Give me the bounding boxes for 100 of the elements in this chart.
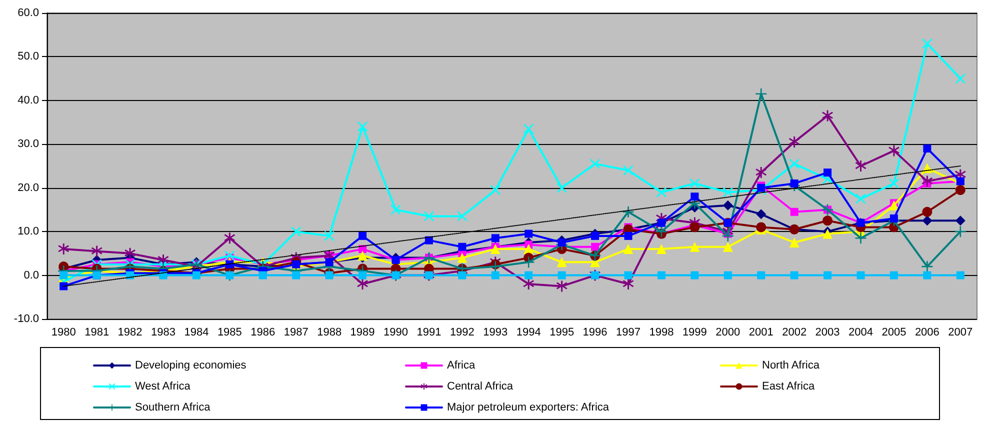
point xyxy=(457,252,468,263)
x-tick-label: 1991 xyxy=(416,326,442,338)
point xyxy=(856,271,865,280)
point xyxy=(888,145,900,156)
point xyxy=(888,178,899,188)
point xyxy=(591,232,600,240)
point xyxy=(955,74,966,84)
x-tick-label: 1996 xyxy=(582,326,608,338)
point xyxy=(523,256,534,268)
point xyxy=(724,271,732,280)
x-tick-label: 1993 xyxy=(483,326,508,338)
x-tick-label: 2002 xyxy=(782,326,807,338)
y-tick-label: 30.0 xyxy=(18,138,39,150)
point xyxy=(922,176,933,187)
point xyxy=(292,271,300,280)
point xyxy=(824,168,832,177)
point xyxy=(690,192,699,201)
x-tick-label: 1985 xyxy=(217,326,242,338)
y-tick-label: 10.0 xyxy=(18,226,39,238)
x-tick-label: 1997 xyxy=(616,326,640,338)
point xyxy=(358,271,367,280)
point xyxy=(922,206,932,217)
y-tick-label: 40.0 xyxy=(18,94,39,106)
point xyxy=(722,187,733,198)
point xyxy=(424,211,434,222)
point xyxy=(524,124,534,134)
y-tick-label: -10.0 xyxy=(14,313,39,325)
y-tick-label: 20.0 xyxy=(18,182,39,194)
x-tick-label: 1999 xyxy=(682,326,707,338)
point xyxy=(60,282,68,290)
legend-label: Central Africa xyxy=(447,380,514,392)
point xyxy=(624,271,632,280)
legend-label: Africa xyxy=(447,360,476,372)
point xyxy=(656,244,666,254)
point xyxy=(856,194,866,204)
point xyxy=(60,271,68,280)
x-tick-label: 1995 xyxy=(550,326,574,338)
point xyxy=(657,271,666,280)
point xyxy=(757,271,766,280)
point xyxy=(790,271,798,280)
point xyxy=(789,158,800,169)
x-tick-label: 1989 xyxy=(350,326,375,338)
point xyxy=(690,178,700,188)
point xyxy=(722,200,733,210)
point xyxy=(955,185,966,196)
legend-label: North Africa xyxy=(762,360,820,372)
point xyxy=(822,110,834,122)
point xyxy=(756,209,766,220)
point xyxy=(955,216,966,226)
point xyxy=(91,246,102,257)
point xyxy=(124,248,136,259)
point xyxy=(954,226,966,238)
point xyxy=(824,271,832,280)
point xyxy=(922,216,932,226)
x-tick-label: 2007 xyxy=(948,326,973,338)
x-tick-label: 2000 xyxy=(716,326,740,338)
legend-label: East Africa xyxy=(762,380,816,392)
x-tick-label: 1980 xyxy=(51,326,76,338)
point xyxy=(357,278,368,290)
point xyxy=(788,136,800,148)
point xyxy=(524,271,533,280)
point xyxy=(722,230,734,242)
x-tick-label: 1987 xyxy=(284,326,308,338)
point xyxy=(922,261,933,272)
x-tick-label: 2004 xyxy=(848,326,873,338)
point xyxy=(690,242,700,252)
x-tick-label: 2003 xyxy=(815,326,840,338)
point xyxy=(624,232,632,240)
point xyxy=(690,271,699,280)
point xyxy=(789,238,800,248)
point xyxy=(158,254,169,266)
legend-label: Major petroleum exporters: Africa xyxy=(447,402,610,414)
point xyxy=(888,200,899,210)
point xyxy=(457,211,468,222)
point xyxy=(490,185,500,196)
point xyxy=(491,271,500,280)
point xyxy=(855,232,866,244)
x-tick-label: 1983 xyxy=(151,326,176,338)
point xyxy=(956,271,964,280)
x-tick-label: 1990 xyxy=(384,326,408,338)
x-tick-label: 1992 xyxy=(450,326,474,338)
point xyxy=(523,278,534,290)
legend-label: Southern Africa xyxy=(135,402,212,414)
point xyxy=(623,244,634,254)
y-tick-label: 0.0 xyxy=(24,269,39,282)
legend-label: Developing economies xyxy=(135,360,247,372)
point xyxy=(656,187,666,198)
point xyxy=(58,244,70,255)
point xyxy=(923,271,932,280)
point xyxy=(358,122,368,132)
y-tick-label: 60.0 xyxy=(18,7,39,19)
point xyxy=(556,257,567,268)
point xyxy=(756,167,767,178)
point xyxy=(556,182,567,193)
point xyxy=(890,214,898,222)
point xyxy=(324,230,334,241)
point xyxy=(291,226,302,237)
point xyxy=(490,261,501,272)
point xyxy=(822,216,833,226)
x-tick-label: 2006 xyxy=(914,326,940,338)
